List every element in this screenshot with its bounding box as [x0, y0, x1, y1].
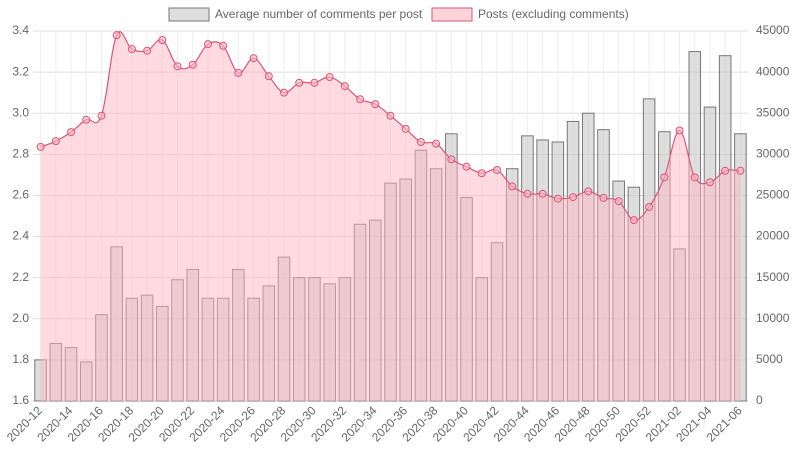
y2-tick-label: 45000	[756, 23, 790, 37]
point	[569, 193, 578, 202]
point	[477, 169, 486, 178]
y-tick-label: 3.0	[12, 105, 29, 119]
y2-tick-label: 15000	[756, 270, 790, 284]
point	[280, 88, 289, 97]
point	[325, 73, 334, 82]
y-tick-label: 1.6	[12, 393, 29, 407]
point	[371, 100, 380, 109]
point	[356, 95, 365, 104]
y2-tick-label: 30000	[756, 147, 790, 161]
point	[203, 40, 212, 49]
y2-tick-label: 35000	[756, 105, 790, 119]
point	[645, 202, 654, 211]
legend-label: Posts (excluding comments)	[478, 7, 629, 21]
y-tick-label: 2.6	[12, 188, 29, 202]
area	[40, 31, 741, 402]
point	[127, 45, 136, 54]
point	[447, 155, 456, 164]
point	[264, 72, 273, 81]
point	[401, 124, 410, 133]
point	[675, 126, 684, 135]
point	[219, 41, 228, 50]
point	[310, 78, 319, 87]
y2-tick-label: 20000	[756, 229, 790, 243]
point	[492, 165, 501, 174]
point	[523, 189, 532, 198]
point	[36, 142, 45, 151]
y-tick-label: 2.2	[12, 270, 29, 284]
point	[614, 197, 623, 206]
legend-label: Average number of comments per post	[215, 7, 423, 21]
point	[629, 216, 638, 225]
legend: Average number of comments per post Posts…	[168, 7, 629, 22]
y-tick-label: 2.4	[12, 229, 29, 243]
y-tick-label: 1.8	[12, 352, 29, 366]
point	[736, 166, 745, 175]
point	[432, 139, 441, 148]
point	[705, 178, 714, 187]
point	[82, 115, 91, 124]
point	[340, 82, 349, 91]
y-tick-label: 3.2	[12, 64, 29, 78]
point	[690, 173, 699, 182]
y-tick-label: 3.4	[12, 23, 29, 37]
y2-tick-label: 40000	[756, 64, 790, 78]
point	[249, 54, 258, 63]
point	[188, 60, 197, 69]
point	[67, 128, 76, 137]
point	[553, 194, 562, 203]
y2-tick-label: 10000	[756, 311, 790, 325]
point	[538, 189, 547, 198]
point	[386, 111, 395, 120]
point	[416, 138, 425, 146]
point	[508, 182, 517, 191]
point	[295, 78, 304, 87]
point	[721, 166, 730, 175]
point	[173, 62, 182, 71]
point	[97, 111, 106, 120]
point	[112, 31, 121, 40]
y-tick-label: 2.8	[12, 147, 29, 161]
point	[462, 162, 471, 171]
y2-tick-label: 5000	[756, 352, 783, 366]
point	[660, 173, 669, 182]
point	[599, 193, 608, 202]
point	[234, 68, 243, 77]
point	[51, 137, 60, 146]
point	[143, 46, 152, 55]
point	[584, 187, 593, 196]
legend-swatch	[168, 7, 210, 22]
y2-tick-label: 0	[756, 393, 763, 407]
point	[158, 36, 167, 45]
legend-swatch	[431, 7, 473, 22]
y2-tick-label: 25000	[756, 188, 790, 202]
y-tick-label: 2.0	[12, 311, 29, 325]
